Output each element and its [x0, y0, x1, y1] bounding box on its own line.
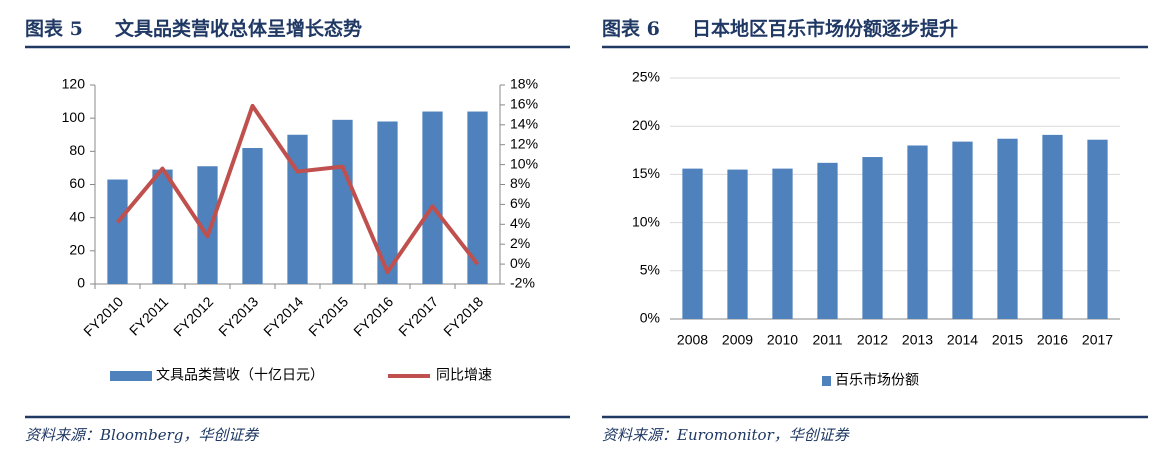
legend-swatch [110, 371, 152, 381]
bar [1042, 134, 1063, 319]
bar [332, 119, 353, 284]
bar [727, 169, 748, 319]
legend-swatch [822, 376, 831, 386]
y-tick-label: 20% [632, 117, 660, 133]
y-tick-label: 120 [62, 76, 86, 92]
chart-title: 文具品类营收总体呈增长态势 [115, 17, 362, 40]
x-tick-label: 2017 [1082, 332, 1113, 348]
y2-tick-label: 2% [510, 235, 530, 251]
line [115, 103, 480, 275]
x-tick-label: FY2015 [305, 293, 351, 339]
bar [682, 168, 703, 319]
x-tick-label: 2010 [767, 332, 798, 348]
bar [817, 162, 838, 319]
figure-label: 图表 5 [25, 17, 83, 40]
legend-label: 同比增速 [436, 367, 492, 383]
y-tick-label: 25% [632, 69, 660, 85]
bar [467, 111, 488, 285]
x-tick-label: 2016 [1037, 332, 1068, 348]
y-tick-label: 80 [69, 142, 85, 158]
bar [997, 138, 1018, 319]
x-tick-label: 2013 [902, 332, 933, 348]
x-tick-label: FY2016 [350, 293, 396, 339]
y-tick-label: 0 [77, 275, 85, 291]
y-tick-label: 0% [640, 310, 660, 326]
legend-label: 文具品类营收（十亿日元） [156, 367, 324, 383]
chart-title: 日本地区百乐市场份额逐步提升 [692, 17, 958, 40]
y-tick-label: 40 [69, 208, 85, 224]
bar [107, 179, 128, 284]
legend-label: 百乐市场份额 [835, 372, 919, 388]
x-tick-label: FY2018 [440, 293, 486, 339]
x-tick-label: FY2010 [80, 293, 126, 339]
y-tick-label: 20 [69, 242, 85, 258]
y2-tick-label: 12% [510, 135, 538, 151]
y-tick-label: 100 [62, 109, 86, 125]
y2-tick-label: 10% [510, 155, 538, 171]
x-tick-label: 2008 [677, 332, 708, 348]
y-tick-label: 5% [640, 262, 660, 278]
x-tick-label: 2014 [947, 332, 978, 348]
x-tick-label: 2011 [812, 332, 842, 348]
bar [242, 148, 263, 284]
y2-tick-label: 18% [510, 76, 538, 92]
y-tick-label: 15% [632, 165, 660, 181]
x-tick-label: FY2013 [215, 293, 261, 339]
bar [287, 134, 308, 284]
y2-tick-label: 8% [510, 175, 530, 191]
y-tick-label: 10% [632, 213, 660, 229]
y2-tick-label: 14% [510, 116, 538, 132]
y2-tick-label: -2% [510, 275, 535, 291]
bar [152, 169, 173, 284]
y2-tick-label: 16% [510, 96, 538, 112]
bar [862, 157, 883, 319]
y2-tick-label: 0% [510, 255, 530, 271]
source: 资料来源：Euromonitor，华创证券 [602, 426, 850, 444]
y2-tick-label: 4% [510, 215, 530, 231]
x-tick-label: 2012 [857, 332, 888, 348]
figure-label: 图表 6 [602, 17, 660, 40]
bar [772, 168, 793, 319]
x-tick-label: FY2014 [260, 293, 306, 339]
x-tick-label: FY2012 [170, 293, 216, 339]
x-tick-label: FY2017 [395, 293, 441, 339]
bar [377, 121, 398, 284]
bar [907, 145, 928, 319]
x-tick-label: 2015 [992, 332, 1023, 348]
bar [1087, 139, 1108, 319]
x-tick-label: FY2011 [126, 293, 171, 338]
source: 资料来源：Bloomberg，华创证券 [25, 426, 259, 444]
y2-tick-label: 6% [510, 195, 530, 211]
bar [422, 111, 443, 285]
bar [197, 166, 218, 284]
y-tick-label: 60 [69, 175, 85, 191]
x-tick-label: 2009 [722, 332, 753, 348]
bar [952, 141, 973, 319]
